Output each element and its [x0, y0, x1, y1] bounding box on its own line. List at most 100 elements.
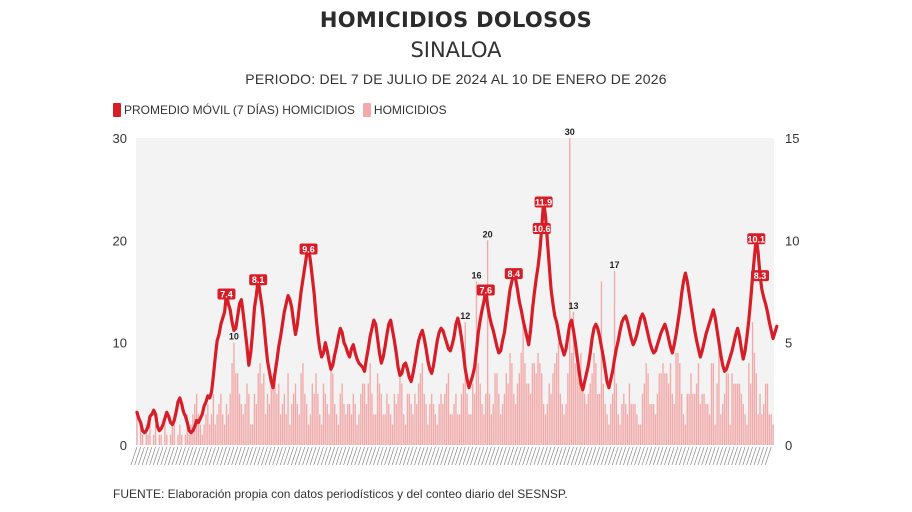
- x-tick-mark: [152, 446, 160, 466]
- bar: [421, 363, 424, 445]
- x-tick-mark: [264, 446, 272, 466]
- bar: [641, 393, 644, 445]
- x-tick-mark: [477, 446, 485, 466]
- bar: [222, 414, 224, 445]
- x-tick-mark: [544, 446, 552, 466]
- bar: [561, 404, 563, 445]
- x-tick-mark: [764, 446, 772, 466]
- bar: [733, 383, 735, 445]
- bar: [522, 322, 524, 445]
- bar: [417, 383, 420, 445]
- bar: [363, 383, 366, 445]
- bar: [220, 393, 222, 445]
- bar: [139, 424, 142, 445]
- x-tick-mark: [749, 446, 757, 466]
- bar: [238, 393, 241, 445]
- bar: [214, 424, 216, 445]
- x-tick-mark: [638, 446, 645, 466]
- bar: [360, 393, 362, 445]
- bar: [369, 363, 371, 445]
- bar: [179, 424, 181, 445]
- x-tick-mark: [201, 446, 209, 466]
- bar: [188, 434, 190, 445]
- y-left-tick-label: 10: [113, 336, 127, 351]
- x-tick-mark: [156, 446, 164, 466]
- x-tick-mark: [451, 446, 459, 466]
- x-tick-mark: [350, 446, 358, 466]
- bar: [212, 393, 215, 445]
- x-tick-mark: [429, 446, 436, 466]
- bar: [578, 373, 580, 445]
- bar: [274, 363, 276, 445]
- x-tick-mark: [246, 446, 253, 466]
- x-tick-mark: [742, 446, 750, 466]
- bar: [520, 352, 522, 445]
- bar: [479, 383, 481, 445]
- x-tick-mark: [574, 446, 582, 466]
- data-label-bg: [747, 233, 766, 245]
- x-tick-mark: [279, 446, 287, 466]
- bar: [416, 404, 418, 445]
- bar: [399, 373, 401, 445]
- y-left-tick-label: 20: [113, 233, 127, 248]
- bar: [436, 424, 438, 445]
- bar: [251, 424, 254, 445]
- bar: [513, 393, 515, 445]
- x-tick-mark: [149, 446, 156, 466]
- bar: [770, 414, 772, 445]
- bar: [397, 393, 399, 445]
- x-tick-mark: [634, 446, 641, 466]
- bar: [759, 393, 761, 445]
- x-tick-mark: [761, 446, 768, 466]
- bar: [404, 424, 407, 445]
- bar: [630, 404, 632, 445]
- x-tick-mark: [712, 446, 720, 466]
- x-tick-mark: [697, 446, 705, 466]
- bar: [611, 393, 614, 445]
- bar: [671, 393, 674, 445]
- x-tick-mark: [417, 446, 425, 466]
- bar: [585, 404, 588, 445]
- bar: [772, 424, 774, 445]
- bar: [438, 404, 440, 445]
- bar: [593, 352, 595, 445]
- bar: [591, 373, 593, 445]
- bar: [302, 363, 304, 445]
- x-tick-mark: [414, 446, 421, 466]
- bar: [298, 414, 300, 445]
- bar: [768, 414, 771, 445]
- x-tick-mark: [440, 446, 447, 466]
- x-tick-mark: [682, 446, 690, 466]
- bar: [468, 414, 470, 445]
- bar: [337, 424, 340, 445]
- x-tick-mark: [589, 446, 597, 466]
- x-tick-mark: [641, 446, 649, 466]
- x-tick-mark: [600, 446, 608, 466]
- x-tick-mark: [249, 446, 257, 466]
- bar: [242, 414, 244, 445]
- bar: [628, 383, 631, 445]
- bar: [735, 383, 737, 445]
- bar: [149, 414, 151, 445]
- bar: [550, 393, 552, 445]
- plot-area: [136, 138, 774, 445]
- x-tick-mark: [216, 446, 224, 466]
- x-tick-mark: [604, 446, 612, 466]
- x-tick-mark: [735, 446, 742, 466]
- bar: [278, 383, 280, 445]
- bar: [595, 363, 597, 445]
- bar: [485, 393, 487, 445]
- bar: [296, 404, 299, 445]
- x-tick-mark: [507, 446, 515, 466]
- data-label-bg: [249, 274, 268, 286]
- bar: [309, 414, 312, 445]
- bar: [505, 373, 507, 445]
- bar: [391, 424, 394, 445]
- bar: [408, 393, 410, 445]
- bar: [539, 363, 541, 445]
- bar: [625, 404, 627, 445]
- bar: [376, 373, 379, 445]
- x-tick-mark: [365, 446, 373, 466]
- x-tick-mark: [458, 446, 466, 466]
- x-tick-mark: [537, 446, 544, 466]
